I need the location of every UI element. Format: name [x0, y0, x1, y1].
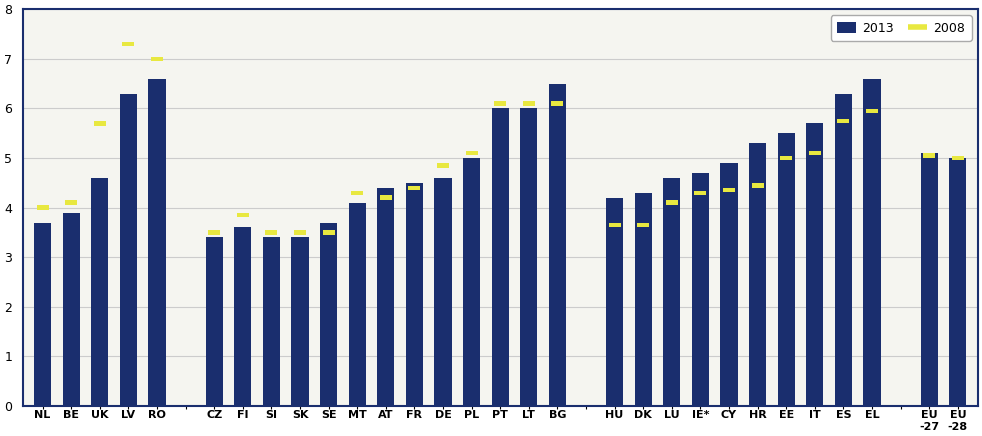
Bar — [434, 178, 452, 406]
Bar — [692, 173, 709, 406]
Bar — [323, 230, 335, 235]
Bar — [634, 193, 652, 406]
Bar — [123, 42, 135, 46]
Bar — [809, 151, 821, 155]
Bar — [723, 188, 735, 192]
Bar — [781, 156, 792, 160]
Bar — [464, 158, 480, 406]
Bar — [609, 223, 621, 227]
Bar — [606, 198, 624, 406]
Bar — [721, 163, 737, 406]
Bar — [835, 93, 852, 406]
Bar — [151, 57, 163, 61]
Bar — [320, 222, 337, 406]
Bar — [91, 178, 108, 406]
Bar — [352, 191, 363, 195]
Bar — [552, 101, 564, 106]
Bar — [294, 230, 306, 235]
Bar — [205, 237, 223, 406]
Bar — [923, 153, 935, 158]
Bar — [65, 201, 78, 205]
Bar — [235, 228, 251, 406]
Bar — [663, 178, 681, 406]
Bar — [666, 201, 678, 205]
Bar — [380, 195, 392, 200]
Bar — [94, 121, 106, 126]
Bar — [863, 78, 881, 406]
Bar — [492, 109, 509, 406]
Bar — [838, 119, 849, 123]
Bar — [694, 191, 706, 195]
Bar — [292, 237, 308, 406]
Bar — [36, 205, 49, 210]
Bar — [437, 163, 449, 168]
Bar — [34, 222, 51, 406]
Bar — [549, 84, 566, 406]
Bar — [465, 151, 477, 155]
Bar — [494, 101, 506, 106]
Bar — [751, 183, 764, 187]
Bar — [263, 237, 280, 406]
Bar — [921, 153, 938, 406]
Bar — [237, 213, 248, 217]
Bar — [806, 123, 823, 406]
Bar — [522, 101, 535, 106]
Bar — [406, 183, 423, 406]
Bar — [377, 188, 395, 406]
Bar — [520, 109, 537, 406]
Bar — [148, 78, 166, 406]
Bar — [637, 223, 649, 227]
Bar — [950, 158, 966, 406]
Legend: 2013, 2008: 2013, 2008 — [831, 15, 971, 41]
Bar — [952, 156, 963, 160]
Bar — [866, 109, 878, 113]
Bar — [349, 203, 365, 406]
Bar — [120, 93, 136, 406]
Bar — [208, 230, 220, 235]
Bar — [749, 143, 766, 406]
Bar — [265, 230, 277, 235]
Bar — [778, 133, 794, 406]
Bar — [409, 186, 420, 190]
Bar — [63, 213, 80, 406]
